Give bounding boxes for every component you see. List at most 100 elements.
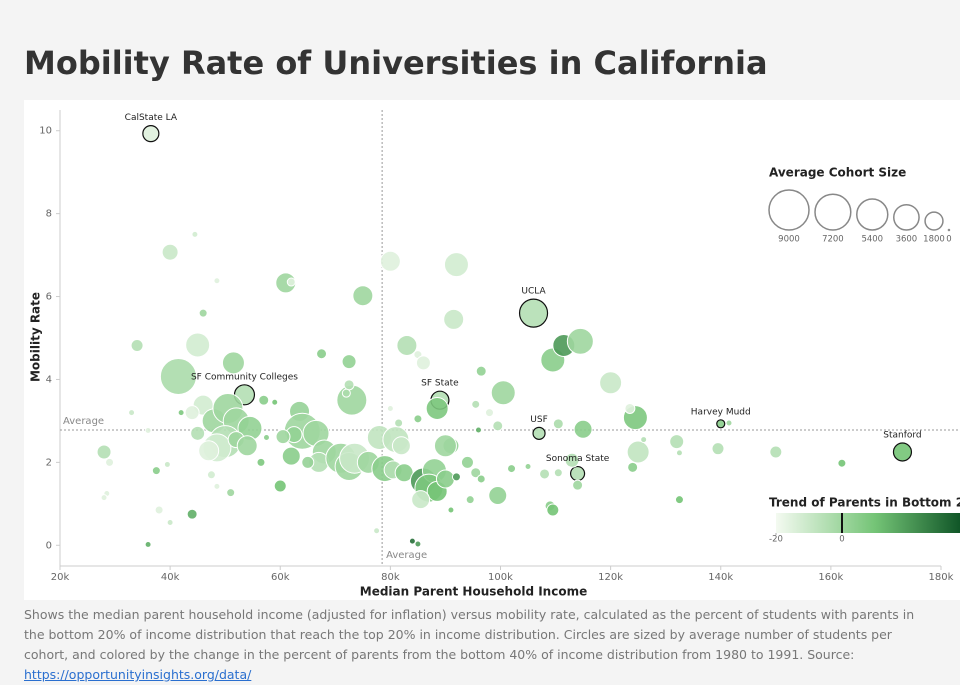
bubble-label: Harvey Mudd: [691, 407, 751, 417]
size-legend-circle: [768, 189, 810, 231]
bubble: [532, 426, 546, 440]
x-tick-label: 80k: [381, 572, 400, 583]
size-legend-title: Average Cohort Size: [769, 166, 906, 180]
bubble: [599, 371, 623, 395]
bubble: [553, 468, 563, 478]
bubble: [391, 436, 411, 456]
bubble: [352, 285, 374, 307]
bubble: [569, 465, 586, 482]
bubble: [256, 457, 266, 467]
bubble: [144, 426, 152, 434]
size-legend-circle: [947, 228, 951, 232]
bubble-label: SF State: [421, 379, 459, 389]
bubble: [725, 419, 733, 427]
bubble: [163, 460, 171, 468]
bubble: [213, 277, 221, 285]
bubble: [447, 506, 455, 514]
bubble: [379, 250, 401, 272]
size-legend-circle: [814, 193, 852, 231]
bubble: [769, 445, 783, 459]
bubble: [191, 230, 199, 238]
bubble: [443, 252, 469, 278]
bubble: [626, 440, 650, 464]
bubble: [236, 435, 258, 457]
bubble: [425, 396, 449, 420]
bubble: [275, 429, 291, 445]
x-tick-label: 100k: [488, 572, 513, 583]
bubble: [539, 468, 551, 480]
bubble: [488, 486, 508, 506]
bubble: [166, 518, 174, 526]
bubble: [105, 457, 115, 467]
bubble: [198, 440, 220, 462]
bubble: [411, 490, 431, 510]
bubble: [465, 495, 475, 505]
bubble: [198, 308, 208, 318]
bubble: [206, 470, 216, 480]
bubble: [443, 308, 465, 330]
bubble: [433, 434, 457, 458]
bubble: [573, 419, 593, 439]
caption: Shows the median parent household income…: [24, 605, 934, 685]
bubble: [716, 419, 726, 429]
bubble-label: Stanford: [883, 431, 921, 441]
bubble: [281, 446, 301, 466]
bubble: [476, 474, 486, 484]
bubble: [301, 455, 315, 469]
bubble: [627, 461, 639, 473]
size-legend-label: 5400: [861, 235, 883, 245]
y-tick-label: 2: [46, 457, 52, 468]
bubble: [258, 394, 270, 406]
bubble: [475, 365, 487, 377]
bubble: [263, 434, 270, 441]
caption-text: Shows the median parent household income…: [24, 607, 915, 662]
bubble-label: USF: [530, 415, 547, 425]
bubble: [675, 449, 683, 457]
bubble: [343, 379, 355, 391]
bubble: [415, 355, 431, 371]
x-tick-label: 20k: [51, 572, 70, 583]
size-legend-label: 9000: [778, 235, 800, 245]
bubble: [566, 327, 594, 355]
color-legend-bar: [776, 513, 960, 533]
bubble: [100, 494, 108, 502]
bubble-label: SF Community Colleges: [191, 372, 298, 382]
bubble: [572, 479, 584, 491]
x-tick-label: 180k: [929, 572, 954, 583]
bubble: [213, 482, 221, 490]
bubble: [151, 466, 161, 476]
color-legend-label: -20: [769, 535, 783, 545]
bubble: [624, 402, 636, 414]
bubble: [159, 358, 197, 396]
bubble: [271, 398, 279, 406]
bubble: [524, 463, 532, 470]
bubble: [492, 420, 504, 432]
size-legend-circle: [893, 203, 920, 231]
x-tick-label: 60k: [271, 572, 290, 583]
bubble: [564, 452, 580, 468]
y-tick-label: 8: [46, 209, 52, 220]
bubble: [386, 404, 394, 412]
bubble: [413, 414, 423, 424]
bubble: [640, 436, 648, 444]
bubble: [490, 380, 516, 406]
size-legend-label: 7200: [822, 235, 844, 245]
x-tick-label: 40k: [161, 572, 180, 583]
bubble: [177, 409, 185, 417]
bubble: [221, 351, 245, 375]
bubble: [154, 505, 164, 515]
size-legend-label: 0: [946, 235, 951, 245]
y-tick-label: 0: [46, 540, 52, 551]
color-legend-label: 0: [839, 535, 844, 545]
bubble: [341, 354, 357, 370]
page: Mobility Rate of Universities in Califor…: [24, 44, 960, 682]
bubble: [711, 442, 725, 456]
source-link[interactable]: https://opportunityinsights.org/data/: [24, 667, 252, 682]
x-tick-label: 140k: [708, 572, 733, 583]
size-legend-circle: [924, 211, 944, 231]
bubble: [507, 464, 517, 474]
bubble: [96, 444, 112, 460]
y-tick-label: 6: [46, 292, 52, 303]
bubble: [552, 418, 564, 430]
y-tick-label: 4: [46, 374, 52, 385]
